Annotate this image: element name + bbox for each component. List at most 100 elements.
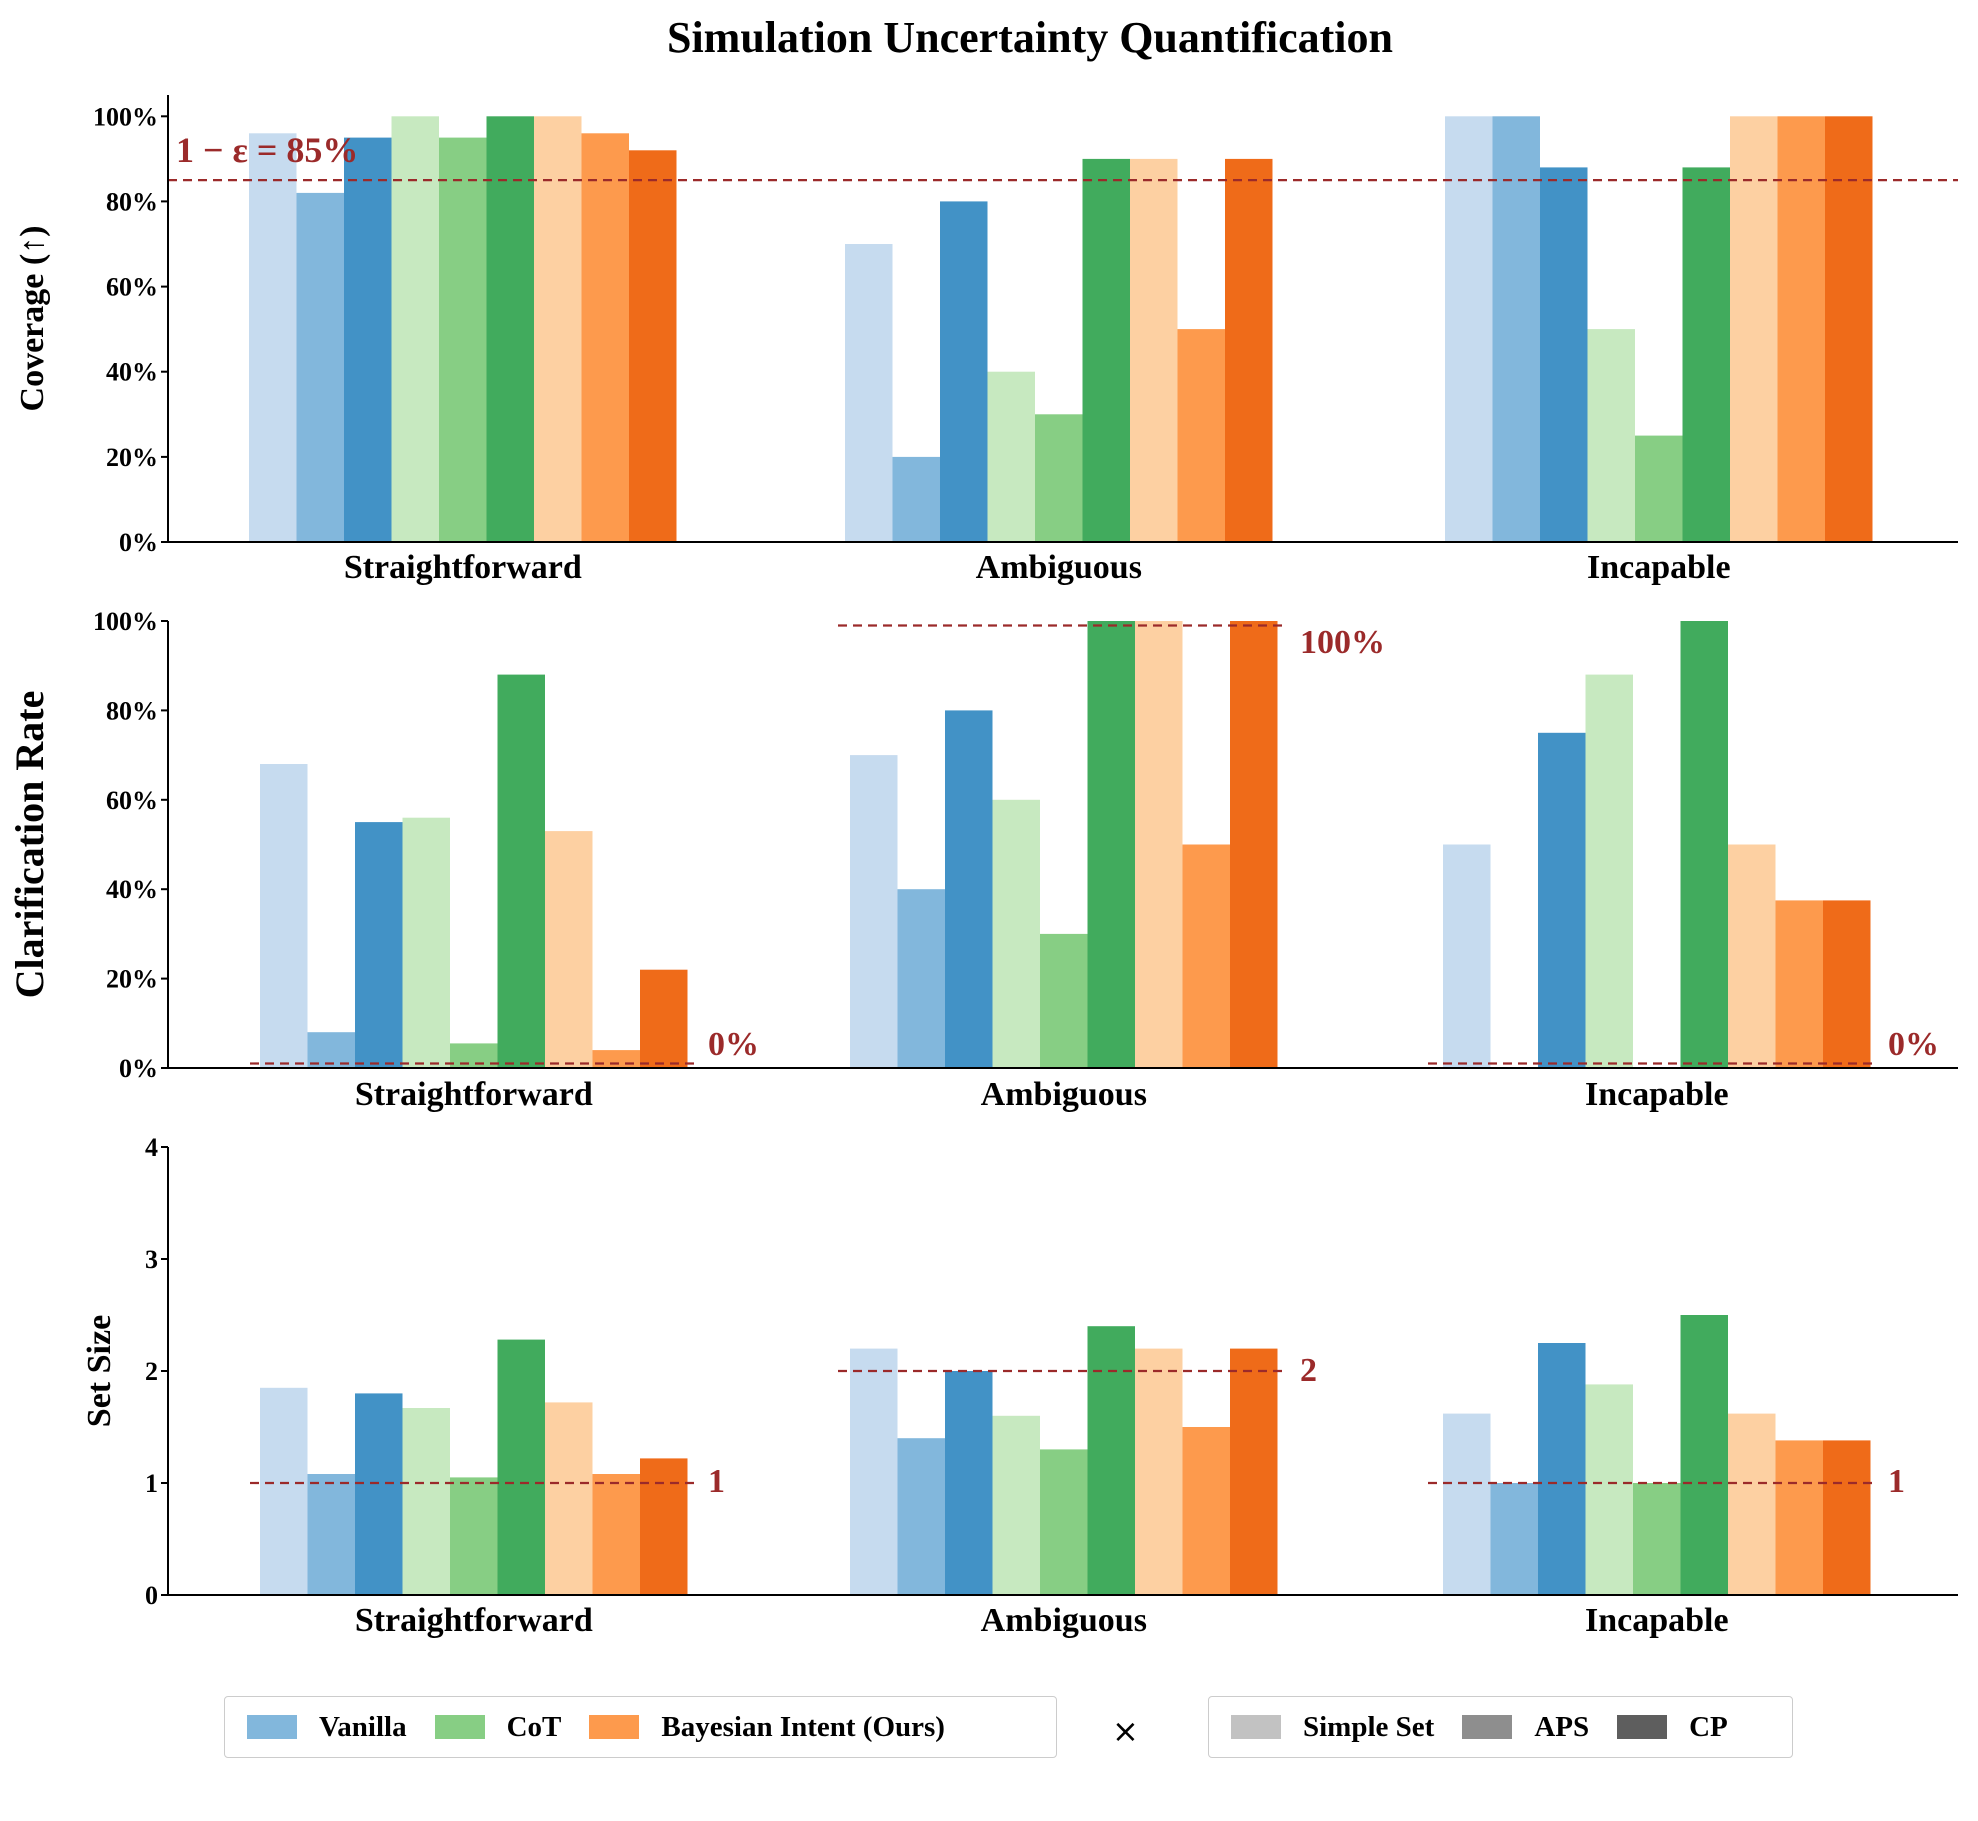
legend-label-vanilla: Vanilla: [319, 1710, 407, 1743]
y-tick-label: 40%: [106, 875, 158, 904]
bar-incapable-bayesian-cp: [1825, 116, 1873, 543]
bar-straightforward-cot-simple-set: [391, 116, 439, 543]
bar-incapable-bayesian-simple-set: [1728, 1413, 1776, 1595]
bar-ambiguous-cot-cp: [1087, 1326, 1135, 1595]
bar-incapable-cot-aps: [1633, 1483, 1681, 1595]
bar-straightforward-cot-cp: [486, 116, 534, 543]
bar-ambiguous-bayesian-cp: [1225, 158, 1273, 542]
x-category-label: Ambiguous: [981, 1602, 1147, 1639]
panel-3: 1 2 1 0 1 2 3 4 Straightforward Ambiguous Incapabl…: [81, 1133, 1958, 1639]
bar-incapable-vanilla-aps: [1490, 1483, 1538, 1595]
y-tick-label: 100%: [93, 607, 158, 636]
y-tick-label: 1: [145, 1469, 158, 1498]
legend-item-bayesian: Bayesian Intent (Ours): [589, 1711, 945, 1744]
bar-ambiguous-vanilla-cp: [945, 1371, 993, 1595]
y-tick-label: 60%: [106, 273, 158, 302]
bar-ambiguous-bayesian-aps: [1177, 329, 1225, 542]
bar-straightforward-cot-simple-set: [402, 817, 450, 1068]
bar-ambiguous-cot-aps: [1040, 1449, 1088, 1595]
bar-straightforward-bayesian-cp: [640, 1458, 688, 1595]
legend-label-aps: APS: [1534, 1710, 1590, 1743]
bar-straightforward-vanilla-simple-set: [249, 133, 297, 543]
bar-ambiguous-cot-simple-set: [987, 371, 1035, 542]
bar-ambiguous-bayesian-simple-set: [1135, 1348, 1183, 1595]
bar-straightforward-vanilla-simple-set: [260, 764, 308, 1068]
legend-label-cot: CoT: [506, 1710, 562, 1743]
legend-swatch-vanilla: [247, 1715, 297, 1739]
x-category-label: Ambiguous: [976, 549, 1142, 586]
y-tick-label: 0%: [119, 528, 158, 557]
bar-ambiguous-bayesian-simple-set: [1135, 621, 1183, 1068]
bar-ambiguous-cot-cp: [1082, 158, 1130, 542]
y-tick-label: 0: [145, 1581, 158, 1610]
bar-incapable-cot-simple-set: [1585, 1384, 1633, 1595]
bar-straightforward-vanilla-aps: [307, 1032, 355, 1068]
bar-straightforward-bayesian-aps: [592, 1050, 640, 1068]
y-tick-label: 3: [145, 1245, 158, 1274]
y-axis-label: Clarification Rate: [7, 691, 52, 999]
reference-label-ambiguous: 2: [1300, 1352, 1317, 1389]
bar-incapable-vanilla-aps: [1492, 116, 1540, 543]
legend-swatch-cp: [1617, 1715, 1668, 1739]
bar-ambiguous-vanilla-aps: [892, 456, 940, 542]
legend-label-bayesian: Bayesian Intent (Ours): [661, 1710, 945, 1743]
bar-ambiguous-vanilla-cp: [940, 201, 988, 542]
bar-incapable-bayesian-simple-set: [1730, 116, 1778, 543]
legend-swatch-simple-set: [1231, 1715, 1281, 1739]
bar-ambiguous-cot-cp: [1087, 621, 1135, 1068]
bar-ambiguous-vanilla-aps: [897, 1438, 945, 1595]
reference-label-incapable: 0%: [1888, 1026, 1939, 1063]
y-tick-label: 40%: [106, 358, 158, 387]
legend-label-simple-set: Simple Set: [1303, 1710, 1435, 1743]
reference-label-ambiguous: 100%: [1300, 624, 1385, 661]
bar-straightforward-vanilla-cp: [355, 1393, 403, 1595]
y-tick-label: 80%: [106, 696, 158, 725]
bar-incapable-vanilla-cp: [1538, 1343, 1586, 1595]
bar-ambiguous-vanilla-cp: [945, 710, 993, 1068]
y-tick-label: 20%: [106, 443, 158, 472]
reference-label-incapable: 1: [1888, 1463, 1905, 1500]
bar-straightforward-vanilla-cp: [344, 137, 392, 542]
y-tick-label: 80%: [106, 187, 158, 216]
bar-ambiguous-vanilla-simple-set: [850, 755, 898, 1068]
legend-variants: Simple Set APS CP: [1208, 1696, 1793, 1758]
bar-straightforward-vanilla-aps: [307, 1474, 355, 1595]
bar-incapable-vanilla-simple-set: [1445, 116, 1493, 543]
reference-label-straightforward: 1: [708, 1463, 725, 1500]
panel-2: 0% 100% 0% 0% 20% 40% 60% 80% 100% Straightforwar…: [7, 607, 1958, 1113]
x-category-label: Incapable: [1585, 1602, 1729, 1639]
chart-title: Simulation Uncertainty Quantification: [667, 13, 1393, 62]
x-category-label: Straightforward: [355, 1076, 593, 1113]
legend-item-vanilla: Vanilla: [247, 1711, 407, 1744]
bar-ambiguous-cot-simple-set: [992, 799, 1040, 1068]
bar-incapable-cot-simple-set: [1587, 329, 1635, 542]
bar-straightforward-cot-cp: [497, 1339, 545, 1595]
bar-incapable-cot-cp: [1682, 167, 1730, 542]
y-tick-label: 20%: [106, 965, 158, 994]
bar-straightforward-bayesian-aps: [592, 1474, 640, 1595]
bar-ambiguous-bayesian-cp: [1230, 1348, 1278, 1595]
bar-straightforward-bayesian-simple-set: [545, 831, 593, 1068]
legend-swatch-cot: [434, 1715, 485, 1739]
legend-separator: ×: [1112, 1712, 1139, 1750]
bar-straightforward-vanilla-cp: [355, 822, 403, 1068]
bar-straightforward-cot-simple-set: [402, 1408, 450, 1595]
bar-ambiguous-cot-simple-set: [992, 1415, 1040, 1595]
bar-ambiguous-vanilla-aps: [897, 889, 945, 1068]
x-category-label: Ambiguous: [981, 1076, 1147, 1113]
bar-incapable-vanilla-cp: [1540, 167, 1588, 542]
y-axis-label: Coverage (↑): [14, 226, 51, 412]
bar-ambiguous-cot-aps: [1035, 414, 1083, 542]
bar-incapable-vanilla-simple-set: [1443, 1413, 1491, 1595]
bar-straightforward-cot-aps: [450, 1043, 498, 1068]
bar-incapable-cot-cp: [1680, 621, 1728, 1068]
bar-incapable-bayesian-cp: [1823, 900, 1871, 1068]
bar-straightforward-cot-cp: [497, 674, 545, 1068]
reference-label-straightforward: 0%: [708, 1026, 759, 1063]
bar-straightforward-vanilla-aps: [296, 192, 344, 542]
legend-item-aps: APS: [1462, 1711, 1589, 1744]
x-category-label: Incapable: [1587, 549, 1731, 586]
y-tick-label: 100%: [93, 102, 158, 131]
y-tick-label: 60%: [106, 786, 158, 815]
y-tick-label: 4: [145, 1133, 158, 1162]
